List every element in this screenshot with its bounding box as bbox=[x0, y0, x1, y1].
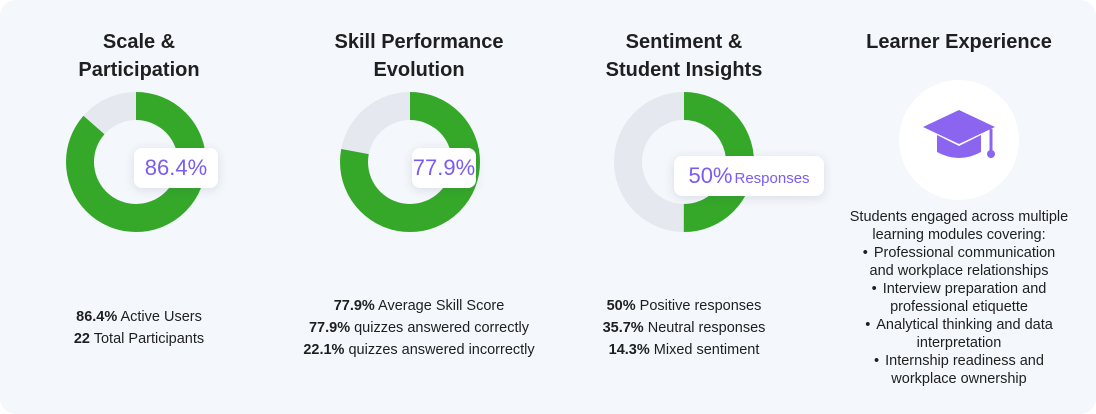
stat-value: 86.4% bbox=[76, 309, 118, 325]
stat-line: 22.1% quizzes answered incorrectly bbox=[282, 339, 556, 361]
stat-label: Positive responses bbox=[635, 298, 762, 314]
stat-label: quizzes answered incorrectly bbox=[344, 342, 535, 358]
participation-stats: 86.4% Active Users 22 Total Participants bbox=[2, 306, 276, 350]
column-scale-participation: Scale & Participation 86.4% 86.4% Active… bbox=[2, 0, 276, 414]
bullet-text: Analytical thinking and data interpretat… bbox=[876, 317, 1053, 351]
column-title: Sentiment & Student Insights bbox=[605, 31, 763, 81]
learner-icon-circle bbox=[899, 80, 1019, 200]
bullet-text: Professional communication and workplace… bbox=[869, 245, 1056, 279]
stat-value: 14.3% bbox=[608, 342, 650, 358]
bullet-text: Internship readiness and workplace owner… bbox=[885, 353, 1044, 387]
stat-label: Mixed sentiment bbox=[649, 342, 760, 358]
stat-label: Total Participants bbox=[89, 331, 205, 347]
stat-label: quizzes answered correctly bbox=[350, 320, 530, 336]
stat-line: 77.9% Average Skill Score bbox=[282, 295, 556, 317]
stat-label: Active Users bbox=[117, 309, 202, 325]
stat-line: 35.7% Neutral responses bbox=[547, 317, 821, 339]
participation-badge: 86.4% bbox=[134, 148, 218, 188]
stat-value: 77.9% bbox=[308, 320, 351, 336]
stat-line: 77.9% quizzes answered correctly bbox=[282, 317, 556, 339]
learner-bullet: • Internship readiness and workplace owne… bbox=[822, 352, 1096, 388]
learner-intro: Students engaged across multiple learnin… bbox=[849, 209, 1069, 243]
bullet-dot: • bbox=[862, 245, 868, 261]
skill-badge: 77.9% bbox=[412, 148, 476, 188]
column-title: Learner Experience bbox=[866, 31, 1052, 53]
skill-stats: 77.9% Average Skill Score 77.9% quizzes … bbox=[282, 295, 556, 361]
badge-unit: Responses bbox=[734, 170, 810, 187]
stat-line: 14.3% Mixed sentiment bbox=[547, 339, 821, 361]
column-skill-performance: Skill Performance Evolution 77.9% 77.9% … bbox=[282, 0, 556, 414]
learner-bullet: • Interview preparation and professional … bbox=[822, 280, 1096, 316]
column-learner-experience: Learner Experience Students engaged acro… bbox=[822, 0, 1096, 414]
badge-value: 50% bbox=[688, 163, 733, 188]
stat-value: 77.9% bbox=[333, 298, 375, 314]
stat-line: 22 Total Participants bbox=[2, 328, 276, 350]
column-title: Scale & Participation bbox=[78, 31, 200, 81]
bullet-dot: • bbox=[874, 353, 880, 369]
bullet-dot: • bbox=[865, 317, 871, 333]
sentiment-stats: 50% Positive responses 35.7% Neutral res… bbox=[547, 295, 821, 361]
column-sentiment: Sentiment & Student Insights 50% Response… bbox=[547, 0, 824, 414]
stat-label: Average Skill Score bbox=[374, 298, 505, 314]
stat-line: 86.4% Active Users bbox=[2, 306, 276, 328]
bullet-dot: • bbox=[871, 281, 877, 297]
learner-bullet: • Analytical thinking and data interpreta… bbox=[822, 316, 1096, 352]
learner-description: Students engaged across multiple learnin… bbox=[822, 208, 1096, 388]
stat-value: 35.7% bbox=[602, 320, 644, 336]
stat-value: 22 bbox=[73, 331, 90, 347]
stat-label: Neutral responses bbox=[643, 320, 766, 336]
badge-value: 77.9% bbox=[412, 155, 476, 180]
stat-value: 50% bbox=[606, 298, 636, 314]
sentiment-badge: 50% Responses bbox=[674, 156, 824, 196]
graduation-cap-icon bbox=[923, 110, 995, 158]
badge-value: 86.4% bbox=[144, 155, 208, 180]
learner-bullet: • Professional communication and workplac… bbox=[822, 244, 1096, 280]
column-title: Skill Performance Evolution bbox=[334, 31, 504, 81]
bullet-text: Interview preparation and professional e… bbox=[882, 281, 1047, 315]
stat-line: 50% Positive responses bbox=[547, 295, 821, 317]
stat-value: 22.1% bbox=[303, 342, 345, 358]
